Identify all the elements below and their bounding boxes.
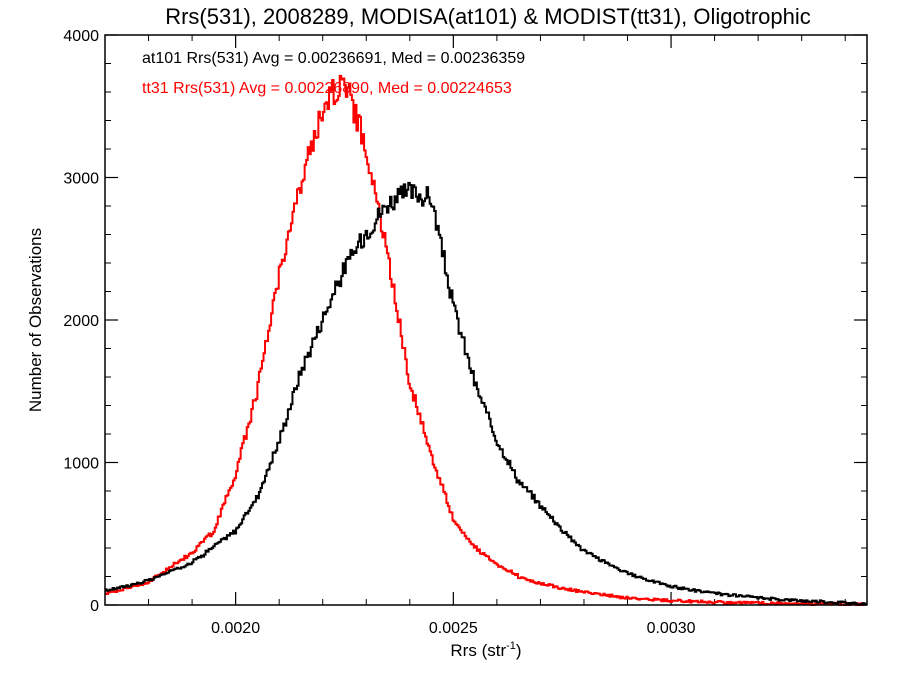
y-tick-label: 0 (90, 598, 99, 615)
series-line-red (105, 74, 867, 606)
x-axis-title-main: Rrs (str (450, 641, 506, 660)
plot-frame (104, 34, 868, 606)
annotation-black: at101 Rrs(531) Avg = 0.00236691, Med = 0… (142, 50, 525, 67)
series-line-black (105, 181, 867, 606)
y-tick-label: 1000 (63, 456, 99, 473)
x-axis-title-end: ) (516, 641, 522, 660)
x-axis-title: Rrs (str-1) (450, 640, 521, 660)
series-layer (105, 74, 867, 606)
y-axis-title: Number of Observations (26, 228, 45, 412)
axis-ticks (104, 34, 867, 606)
x-axis-title-sup: -1 (506, 640, 516, 652)
y-tick-label: 4000 (63, 28, 99, 45)
annotation-red: tt31 Rrs(531) Avg = 0.00226890, Med = 0.… (142, 80, 512, 97)
x-tick-label: 0.0020 (211, 620, 260, 637)
chart-title: Rrs(531), 2008289, MODISA(at101) & MODIS… (165, 4, 811, 29)
y-tick-label: 2000 (63, 313, 99, 330)
x-tick-label: 0.0025 (429, 620, 478, 637)
y-tick-label: 3000 (63, 171, 99, 188)
x-tick-label: 0.0030 (647, 620, 696, 637)
tick-labels: 0.0020 0.0025 0.0030 0 1000 2000 3000 4000 (63, 28, 695, 637)
